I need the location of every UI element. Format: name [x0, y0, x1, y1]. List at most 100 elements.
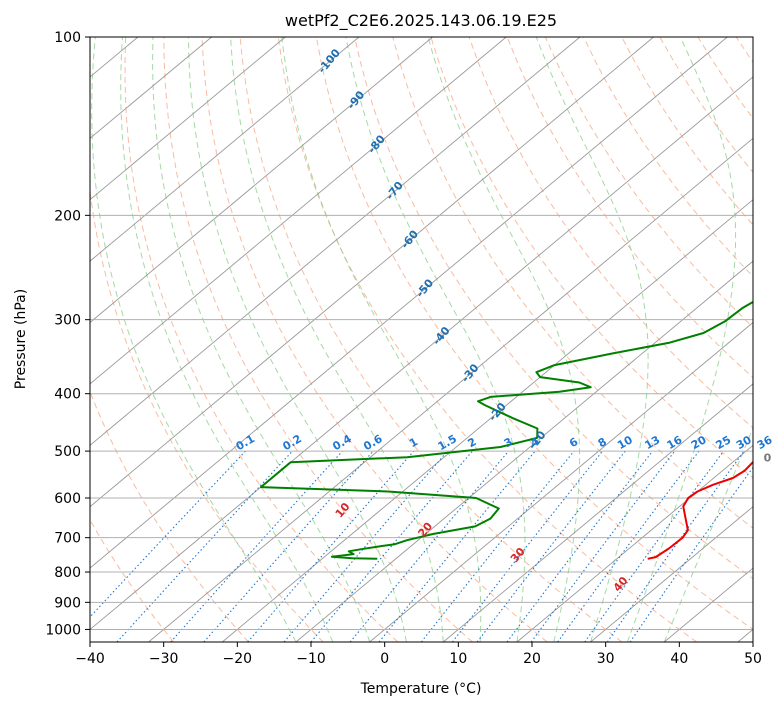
- isotherm-label: -50: [413, 276, 436, 300]
- mixing-ratio-line: [349, 450, 510, 642]
- isotherm-line: [295, 260, 753, 642]
- dry-adiabat-line: [544, 37, 753, 328]
- mixing-ratio-label: 0.4: [330, 432, 354, 453]
- dry-adiabat-line: [506, 37, 753, 379]
- x-tick-label: 20: [523, 651, 541, 667]
- isotherm-line: [590, 506, 753, 642]
- mixing-ratio-label: 25: [714, 433, 734, 452]
- mixing-ratio-label: 0.6: [361, 432, 385, 453]
- y-tick-label: 200: [54, 208, 81, 224]
- mixing-ratio-label: 1.5: [436, 432, 459, 453]
- mixing-ratio-label: 6: [567, 435, 580, 450]
- moist-adiabat-line: [152, 37, 371, 642]
- isotherm-line: [221, 199, 753, 642]
- isotherm-line: [90, 37, 360, 262]
- dry-adiabat-line: [354, 37, 753, 580]
- x-axis-label: Temperature (°C): [360, 681, 482, 697]
- mixing-ratio-line: [557, 450, 700, 642]
- moist-adiabat-line: [427, 37, 581, 642]
- dry-adiabat-line: [90, 390, 249, 642]
- background-lines: [0, 37, 753, 642]
- x-tick-label: 50: [744, 651, 762, 667]
- mixing-ratio-label: 10: [615, 433, 635, 452]
- temperature-profile-line: [647, 460, 753, 560]
- plot-frame: [89, 36, 754, 643]
- isotherm-line: [148, 137, 753, 642]
- isotherm-line: [90, 37, 433, 324]
- isotherm-line: [90, 37, 581, 446]
- annotations: -100-90-80-70-60-50-40-30-20-100.1 0.2 0.4…: [234, 46, 775, 594]
- mixing-ratio-label: 36: [755, 433, 775, 452]
- y-tick-label: 300: [54, 313, 81, 329]
- mixing-ratio-line: [606, 450, 745, 642]
- isotherm-line: [369, 321, 753, 642]
- isotherm-line: [737, 628, 753, 642]
- isotherm-line: [90, 37, 286, 201]
- isotherm-line: [516, 444, 753, 642]
- mixing-ratio-label: 0.2: [280, 432, 303, 453]
- moist-adiabat-line: [91, 37, 297, 642]
- mixing-ratio-line: [170, 450, 343, 642]
- isotherm-line: [442, 383, 753, 642]
- mixing-ratio-line: [420, 450, 575, 642]
- dry-adiabat-line: [124, 37, 399, 642]
- y-axis-label: Pressure (hPa): [13, 289, 29, 389]
- mixing-ratio-line: [116, 450, 293, 642]
- moist-adiabat-line: [188, 37, 407, 642]
- isotherm-label: -80: [365, 132, 388, 156]
- moist-adiabat-line: [663, 426, 753, 642]
- mixing-ratio-line: [203, 450, 374, 642]
- moist-adiabat-line: [345, 37, 526, 642]
- isotherm-label: -100: [315, 46, 343, 76]
- dry-adiabat-line: [277, 37, 697, 642]
- isotherm-line: [0, 37, 64, 642]
- mixing-ratio-line: [378, 450, 536, 642]
- mixing-ratio-line: [310, 450, 473, 642]
- y-axis-ticks: 100 200 300 400 500 600 700 800 900 1000: [45, 30, 90, 638]
- x-tick-label: 40: [670, 651, 688, 667]
- x-tick-label: 0: [380, 651, 389, 667]
- mixing-ratio-label: 20: [689, 433, 709, 452]
- y-tick-label: 1000: [45, 622, 81, 638]
- theta-label: 40: [611, 574, 631, 594]
- isotherm-line: [90, 37, 654, 508]
- dewpoint-profile-line: [259, 300, 753, 560]
- mixing-ratio-line: [530, 450, 676, 642]
- y-tick-label: 800: [54, 565, 81, 581]
- profiles: [259, 300, 753, 560]
- moist-adiabat-line: [230, 37, 444, 642]
- mixing-ratio-line: [283, 450, 449, 642]
- mixing-ratio-line: [451, 450, 604, 642]
- x-tick-label: −40: [75, 651, 105, 667]
- isotherm-line: [90, 37, 212, 139]
- y-tick-label: 900: [54, 595, 81, 611]
- isotherm-line: [90, 37, 728, 569]
- mixing-ratio-label: 1: [407, 435, 420, 450]
- isotherm-label: -60: [398, 227, 421, 251]
- mixing-ratio-line: [90, 450, 246, 618]
- dry-adiabat-line: [201, 37, 548, 642]
- mixing-ratio-line: [584, 450, 725, 642]
- dry-adiabat-line: [163, 37, 473, 642]
- isotherm-label: -90: [345, 88, 368, 112]
- moist-adiabat-line: [120, 37, 334, 642]
- isotherm-line: [90, 76, 753, 631]
- pressure-gridlines: [90, 37, 753, 630]
- mixing-ratio-label: 8: [596, 435, 609, 450]
- moist-adiabat-line: [626, 37, 737, 642]
- mixing-ratio-label: 13: [642, 433, 662, 452]
- y-tick-label: 700: [54, 531, 81, 547]
- x-tick-label: 30: [597, 651, 615, 667]
- x-tick-label: −20: [223, 651, 253, 667]
- y-tick-label: 100: [54, 30, 81, 46]
- moist-adiabat-line: [535, 37, 649, 642]
- x-axis-ticks: −40 −30 −20 −10 0 10 20 30 40 50: [75, 642, 762, 667]
- dry-adiabat-line: [468, 37, 753, 429]
- lcl-label: 0: [764, 452, 772, 465]
- y-tick-label: 600: [54, 491, 81, 507]
- chart-title: wetPf2_C2E6.2025.143.06.19.E25: [285, 11, 557, 31]
- dry-adiabat-line: [659, 37, 753, 173]
- x-tick-label: 10: [449, 651, 467, 667]
